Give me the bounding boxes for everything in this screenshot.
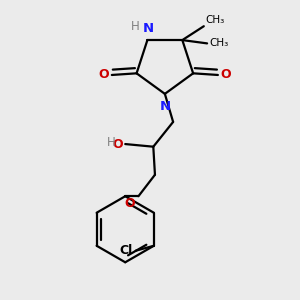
- Text: N: N: [142, 22, 154, 35]
- Text: N: N: [159, 100, 170, 113]
- Text: O: O: [112, 138, 123, 151]
- Text: H: H: [130, 20, 139, 34]
- Text: O: O: [124, 197, 135, 210]
- Text: CH₃: CH₃: [206, 15, 225, 25]
- Text: O: O: [220, 68, 231, 82]
- Text: CH₃: CH₃: [209, 38, 228, 48]
- Text: H: H: [107, 136, 116, 149]
- Text: Cl: Cl: [120, 244, 133, 257]
- Text: O: O: [99, 68, 109, 82]
